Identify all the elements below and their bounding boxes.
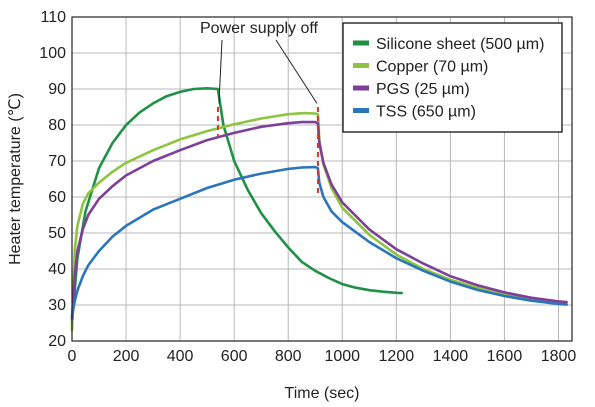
y-tick-label: 50 [48,225,66,242]
series-line-4 [70,165,568,318]
y-tick-label: 110 [40,9,66,26]
x-tick-label: 600 [221,348,248,365]
legend-label: Silicone sheet (500 µm) [376,36,544,53]
x-axis-title: Time (sec) [285,385,360,402]
legend: Silicone sheet (500 µm) Copper (70 µm) PGS… [342,22,563,133]
tick-labels: 20 30 40 50 60 70 80 90 100 110 0 200 400 600 800 1000 1… [39,9,576,365]
legend-label: Copper (70 µm) [376,59,488,76]
y-tick-label: 30 [48,297,66,314]
legend-box [342,22,563,133]
y-tick-label: 40 [48,261,66,278]
legend-label: TSS (650 µm) [376,104,476,121]
x-tick-label: 200 [113,348,140,365]
legend-label: PGS (25 µm) [376,81,470,98]
y-tick-label: 20 [48,333,66,350]
series-lines [70,87,568,332]
x-tick-label: 400 [167,348,194,365]
x-tick-label: 1200 [379,348,415,365]
series-line-2 [70,111,568,332]
x-tick-label: 0 [68,348,77,365]
y-tick-label: 60 [48,189,66,206]
annotation: Power supply off [200,20,319,104]
annotation-leader-1 [218,39,223,104]
x-tick-label: 1000 [324,348,360,365]
series-line-1 [70,87,403,325]
y-tick-label: 70 [48,153,66,170]
axes [71,16,573,342]
x-tick-label: 1400 [433,348,469,365]
annotation-label: Power supply off [200,20,319,37]
annotation-leader-2 [275,39,318,104]
y-axis-title: Heater temperature (℃) [7,93,24,265]
y-tick-label: 100 [39,45,66,62]
x-tick-label: 800 [275,348,302,365]
y-tick-label: 90 [48,81,66,98]
x-tick-label: 1800 [541,348,577,365]
series-line-3 [70,120,568,321]
x-tick-label: 1600 [487,348,523,365]
power-off-markers [216,107,319,197]
plot-frame [71,16,573,342]
y-tick-label: 80 [48,117,66,134]
